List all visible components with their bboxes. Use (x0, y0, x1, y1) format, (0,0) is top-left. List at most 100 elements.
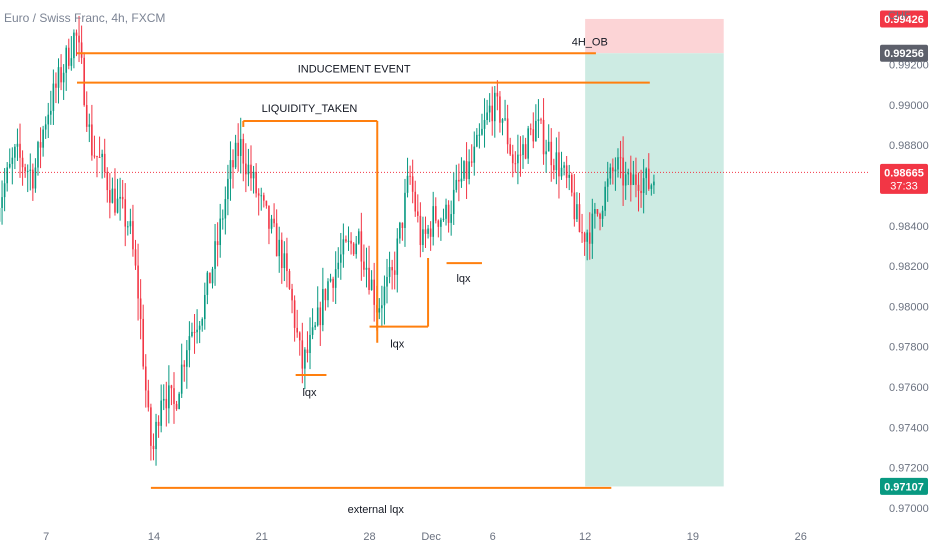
candle (509, 137, 511, 157)
candle (322, 267, 324, 332)
candle (142, 304, 145, 370)
candle (70, 36, 73, 71)
candle (368, 245, 370, 295)
time-axis[interactable]: 7 14 21 28 Dec 6 12 19 26 (43, 531, 807, 543)
candle (452, 172, 455, 225)
candle (396, 228, 399, 293)
candle (83, 52, 85, 107)
candle (560, 151, 563, 180)
candle (393, 251, 396, 290)
candle (314, 321, 316, 331)
candle (614, 157, 617, 191)
candle (24, 163, 26, 178)
candle (173, 372, 175, 424)
candle (268, 205, 270, 245)
candle (532, 112, 535, 149)
candle (162, 384, 165, 411)
candle (6, 162, 8, 192)
candle (137, 243, 139, 321)
candle (640, 169, 642, 208)
candle (316, 286, 319, 327)
candle (37, 140, 39, 176)
candle (275, 209, 278, 257)
candle (352, 242, 355, 256)
price-badge: 0.99256 (880, 44, 928, 62)
candle (545, 139, 547, 173)
candle (139, 279, 142, 340)
candle (214, 223, 216, 286)
candle (340, 232, 342, 280)
candle (273, 203, 275, 228)
candle (101, 149, 103, 179)
candle (127, 221, 129, 236)
candle (345, 235, 347, 243)
candle (504, 99, 506, 122)
candle (319, 301, 322, 346)
candle (186, 340, 188, 389)
candle (78, 15, 80, 63)
candle (111, 177, 114, 204)
x-tick-label: 7 (43, 531, 49, 543)
candle (237, 123, 239, 172)
candle (73, 29, 75, 69)
candle (529, 123, 532, 136)
candle (106, 167, 109, 203)
candle (647, 153, 650, 191)
candle (152, 433, 155, 461)
price-axis[interactable]: 0.99200 0.99000 0.98800 0.98400 0.98200 0.980… (889, 60, 929, 515)
candle (499, 91, 501, 133)
price-badge-label: 0.97107 (884, 481, 924, 493)
candle (296, 309, 298, 338)
candle (491, 86, 494, 136)
price-badge-label: 0.99256 (884, 48, 924, 60)
label-inducement-event: INDUCEMENT EVENT (298, 64, 411, 76)
candle (16, 128, 19, 161)
candle (476, 128, 478, 148)
candle (399, 221, 401, 244)
candle (57, 58, 60, 104)
candle (581, 213, 583, 243)
candle (483, 98, 486, 148)
candle (450, 200, 452, 236)
candle (209, 272, 211, 284)
candle (501, 118, 504, 136)
candle (55, 72, 57, 104)
candle (409, 165, 411, 185)
candle (373, 262, 375, 322)
candle (627, 168, 630, 186)
candle (478, 123, 481, 149)
candle (124, 183, 127, 247)
candle (280, 232, 283, 284)
candle (157, 415, 160, 438)
y-tick-label: 0.98000 (889, 301, 929, 313)
candle (62, 64, 65, 100)
candle (304, 347, 306, 390)
x-tick-label: 21 (256, 531, 268, 543)
target-zone (585, 53, 724, 487)
candle (180, 343, 183, 398)
candle (32, 163, 34, 201)
candle (378, 298, 381, 320)
candle (270, 214, 273, 234)
candle (291, 283, 293, 314)
liquidity-taken-line (242, 119, 379, 343)
y-tick-label: 0.97600 (889, 382, 929, 394)
candle (85, 91, 88, 132)
candle (252, 165, 255, 194)
candle (255, 163, 257, 198)
candle (14, 143, 16, 170)
candle (278, 226, 281, 273)
x-tick-label: 26 (795, 531, 807, 543)
candle (465, 142, 468, 199)
candle (93, 135, 96, 159)
candle (637, 172, 640, 212)
x-tick-label: 14 (148, 531, 160, 543)
candle (350, 232, 352, 255)
candle (650, 183, 653, 196)
candle (522, 135, 524, 169)
candle (75, 29, 78, 57)
candle (360, 212, 363, 281)
candle (429, 221, 432, 251)
